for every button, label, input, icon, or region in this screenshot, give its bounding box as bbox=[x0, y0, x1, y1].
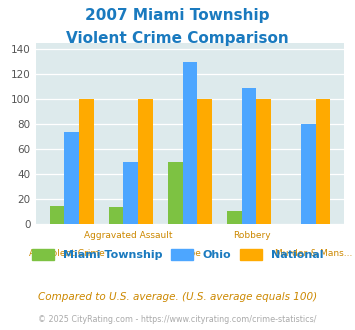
Bar bbox=[79, 99, 94, 224]
Legend: Miami Township, Ohio, National: Miami Township, Ohio, National bbox=[28, 245, 327, 263]
Bar bbox=[242, 88, 256, 224]
Bar bbox=[182, 62, 197, 224]
Text: Rape: Rape bbox=[179, 249, 201, 258]
Bar bbox=[124, 162, 138, 224]
Bar bbox=[168, 162, 182, 224]
Text: Aggravated Assault: Aggravated Assault bbox=[84, 231, 173, 240]
Text: Murder & Mans...: Murder & Mans... bbox=[275, 249, 352, 258]
Bar bbox=[316, 99, 330, 224]
Text: © 2025 CityRating.com - https://www.cityrating.com/crime-statistics/: © 2025 CityRating.com - https://www.city… bbox=[38, 315, 317, 324]
Bar bbox=[109, 207, 124, 224]
Bar bbox=[50, 206, 64, 224]
Text: Violent Crime Comparison: Violent Crime Comparison bbox=[66, 31, 289, 46]
Text: All Violent Crime: All Violent Crime bbox=[28, 249, 104, 258]
Bar bbox=[197, 99, 212, 224]
Bar bbox=[256, 99, 271, 224]
Text: Compared to U.S. average. (U.S. average equals 100): Compared to U.S. average. (U.S. average … bbox=[38, 292, 317, 302]
Bar bbox=[301, 124, 316, 224]
Bar bbox=[138, 99, 153, 224]
Text: 2007 Miami Township: 2007 Miami Township bbox=[85, 8, 270, 23]
Bar bbox=[227, 211, 242, 224]
Bar bbox=[64, 132, 79, 224]
Text: Robbery: Robbery bbox=[233, 231, 271, 240]
